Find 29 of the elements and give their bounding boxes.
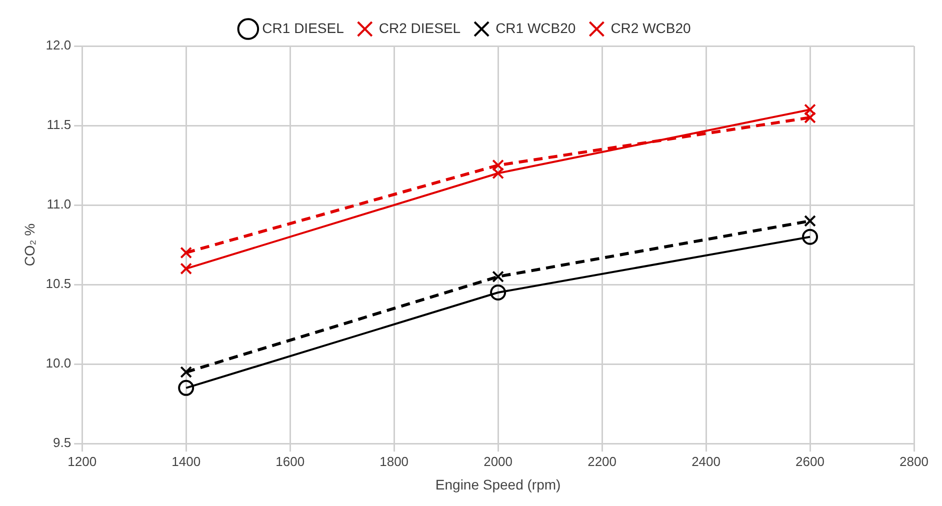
point <box>180 366 192 378</box>
point <box>490 284 506 301</box>
point <box>180 262 192 275</box>
y-tick-label: 11.0 <box>46 196 72 212</box>
point <box>802 228 818 245</box>
x-tick-label: 2800 <box>900 454 928 469</box>
point <box>492 270 504 283</box>
x-tick-label: 2600 <box>796 454 824 469</box>
x-tick-label: 2400 <box>692 454 720 469</box>
y-axis-title: CO₂ % <box>21 223 38 266</box>
point <box>180 246 192 259</box>
x-tick-label: 1800 <box>380 454 409 469</box>
x-tick-label: 1400 <box>172 454 201 469</box>
point <box>178 380 194 396</box>
x-axis-title: Engine Speed (rpm) <box>435 476 561 492</box>
y-tick-label: 10.0 <box>46 356 72 371</box>
x-tick-label: 2200 <box>588 454 616 469</box>
y-tick-label: 12.0 <box>46 38 72 53</box>
x-tick-label: 1200 <box>68 454 97 469</box>
y-tick-label: 10.5 <box>46 276 72 292</box>
legend-label: CR1 DIESEL <box>262 20 344 36</box>
y-tick-label: 9.5 <box>53 435 72 450</box>
x-tick-label: 1600 <box>276 454 305 469</box>
legend-label: CR2 DIESEL <box>378 20 461 36</box>
y-tick-label: 11.5 <box>46 117 72 132</box>
legend-label: CR2 WCB20 <box>610 20 692 36</box>
point <box>804 214 816 227</box>
x-tick-label: 2000 <box>484 454 513 469</box>
legend-label: CR1 WCB20 <box>496 20 576 36</box>
